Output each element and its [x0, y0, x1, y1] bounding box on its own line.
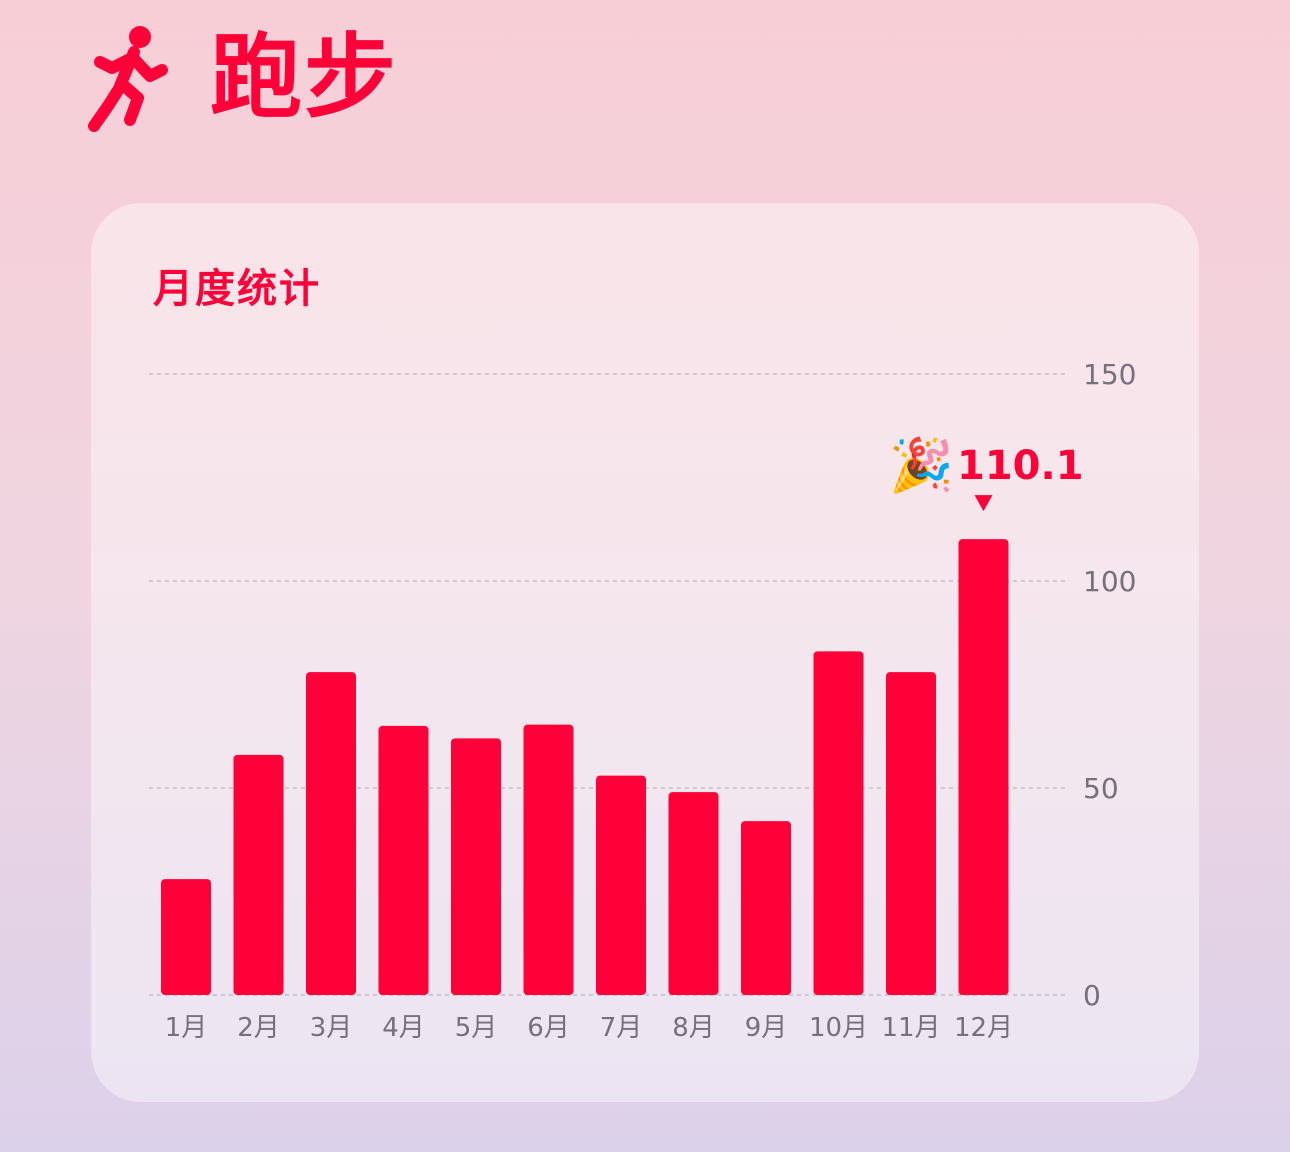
y-tick-label: 150	[1083, 358, 1136, 391]
y-tick-label: 50	[1083, 772, 1119, 805]
bar-1月	[161, 879, 211, 995]
bar-8月	[668, 792, 719, 995]
bar-3月	[306, 672, 356, 995]
x-tick-label: 2月	[237, 1013, 280, 1043]
running-figure-icon	[88, 26, 168, 132]
highlight-pointer-icon	[974, 495, 993, 512]
x-tick-label: 8月	[672, 1013, 715, 1043]
bar-7月	[596, 775, 646, 995]
bar-2月	[233, 754, 284, 995]
x-tick-label: 3月	[310, 1013, 353, 1043]
bar-11月	[886, 672, 936, 995]
party-popper-icon: 🎉	[889, 435, 954, 496]
bar-6月	[523, 724, 574, 995]
monthly-bar-chart: 0 50 100 150 1月 2月 3月 4月 5月 6月 7月 8月 9月 10月 11月 12月 🎉 110…	[149, 358, 1136, 1043]
x-tick-label: 6月	[527, 1013, 570, 1043]
y-tick-label: 100	[1083, 565, 1136, 598]
x-tick-label: 10月	[809, 1013, 868, 1043]
x-tick-label: 5月	[455, 1013, 498, 1043]
x-tick-label: 11月	[881, 1013, 940, 1043]
bar-5月	[451, 738, 501, 995]
x-tick-label: 1月	[165, 1013, 208, 1043]
bar-4月	[378, 725, 429, 995]
page-title: 跑步	[210, 24, 399, 131]
highlight-value-label: 110.1	[957, 443, 1084, 489]
bar-9月	[741, 821, 791, 995]
x-tick-label: 12月	[954, 1013, 1013, 1043]
y-tick-label: 0	[1083, 979, 1101, 1012]
x-tick-label: 4月	[382, 1013, 425, 1043]
x-tick-label: 7月	[600, 1013, 643, 1043]
x-tick-label: 9月	[745, 1013, 788, 1043]
monthly-stats-card: 月度统计 0 50 100 150 1月 2月 3月 4月 5月 6月 7月 8月 9月 10月 11月 12…	[91, 203, 1199, 1102]
card-title: 月度统计	[153, 266, 321, 312]
bar-12月	[958, 539, 1009, 995]
header: 跑步	[86, 22, 398, 134]
bar-10月	[813, 651, 864, 995]
